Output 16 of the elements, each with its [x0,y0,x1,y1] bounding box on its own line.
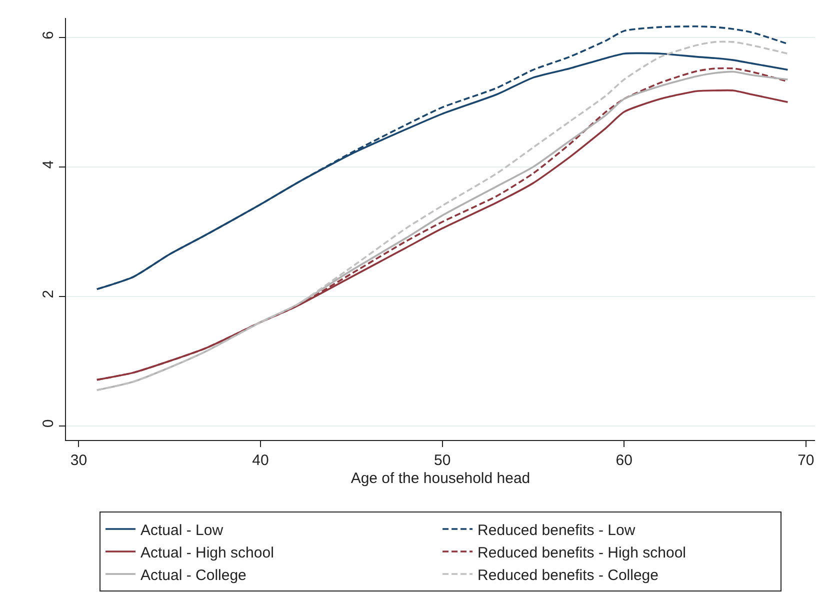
y-tick-label: 0 [40,419,57,428]
legend-label: Actual - College [140,566,246,584]
x-tick-label: 40 [252,452,269,469]
x-tick-label: 70 [798,452,814,469]
x-tick-label: 30 [70,452,88,469]
legend-label: Actual - High school [140,544,274,562]
x-axis-title: Age of the household head [350,470,530,487]
legend-label: Reduced benefits - College [478,566,659,584]
y-tick-label: 6 [40,31,57,40]
legend-label: Reduced benefits - High school [478,544,686,562]
x-tick-label: 50 [434,452,451,469]
legend-label: Actual - Low [140,522,224,539]
x-tick-label: 60 [616,452,632,469]
y-tick-label: 2 [40,290,57,298]
y-tick-label: 4 [40,160,57,169]
legend-label: Reduced benefits - Low [478,522,636,539]
